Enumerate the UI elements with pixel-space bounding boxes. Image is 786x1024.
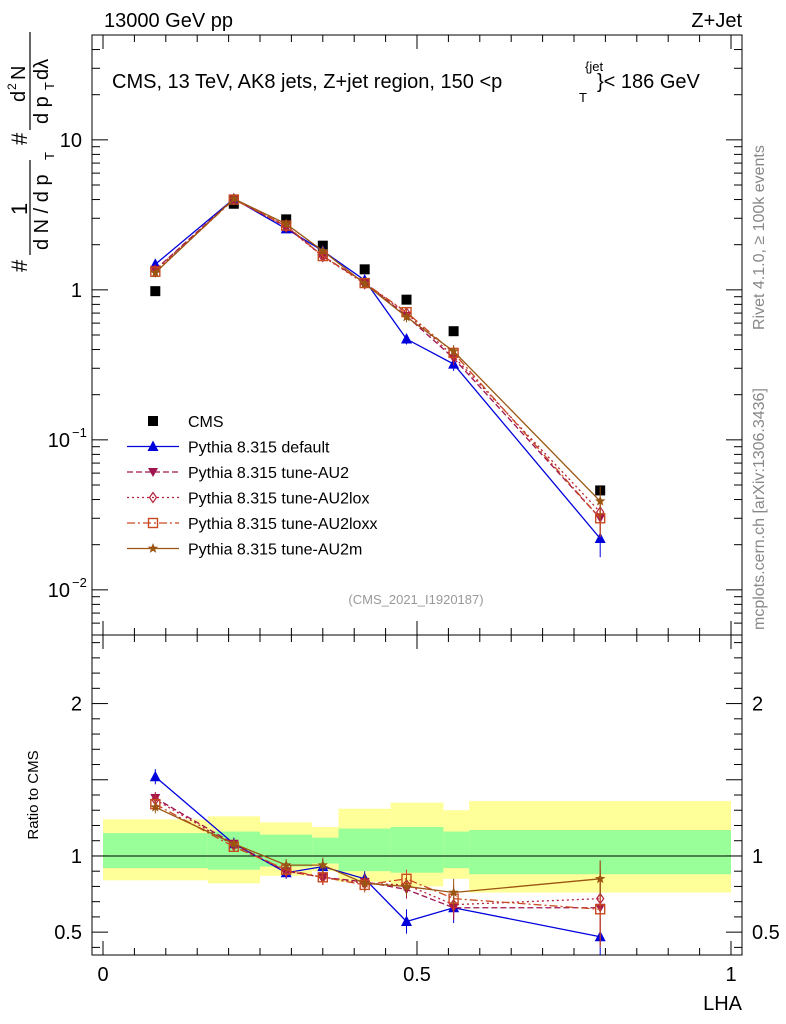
- header-left: 13000 GeV pp: [104, 10, 233, 32]
- ratio-point: [595, 873, 606, 884]
- ratio-line: [154, 797, 601, 909]
- data-point: [401, 294, 412, 305]
- header-right: Z+Jet: [691, 10, 742, 32]
- data-point: [401, 333, 413, 344]
- legend: CMS Pythia 8.315 default Pythia 8.315 tune…: [127, 414, 377, 559]
- y-tick-label: 10: [60, 130, 82, 152]
- ratio-point: [149, 770, 161, 782]
- title-main: CMS, 13 TeV, AK8 jets, Z+jet region, 150…: [112, 71, 502, 93]
- ylabel-sub2: T: [42, 82, 57, 90]
- data-point: [595, 495, 606, 506]
- legend-label: Pythia 8.315 tune-AU2lox: [188, 491, 369, 508]
- main-ylabel: # 1 d N / d p T # d 2 N d p T dλ: [5, 32, 57, 272]
- rivet-label: Rivet 4.1.0, ≥ 100k events: [751, 145, 768, 330]
- ratio-point: [448, 887, 459, 897]
- legend-marker: [148, 491, 158, 504]
- data-point: [594, 532, 606, 543]
- ylabel-num2: d: [8, 91, 30, 102]
- legend-label: Pythia 8.315 tune-AU2: [188, 465, 349, 482]
- ylabel-den2-tail: dλ: [31, 59, 53, 80]
- legend-label: Pythia 8.315 default: [188, 440, 330, 457]
- ratio-frame: [91, 634, 743, 956]
- title-sub: T: [579, 90, 587, 105]
- data-point: [448, 326, 459, 337]
- title-close: }< 186 GeV: [597, 71, 701, 93]
- band-green: [338, 828, 391, 872]
- legend-label: Pythia 8.315 tune-AU2m: [188, 542, 362, 559]
- legend-marker: [147, 440, 159, 451]
- ylabel-hash: #: [7, 259, 32, 272]
- y-tick-exp: −2: [72, 575, 87, 590]
- legend-marker: [147, 543, 159, 553]
- series-line: [154, 198, 601, 519]
- band-green: [390, 827, 444, 873]
- watermark: (CMS_2021_I1920187): [348, 592, 483, 607]
- ylabel-num1: 1: [7, 203, 32, 215]
- data-point: [228, 193, 239, 204]
- x-tick-label: 1: [725, 964, 736, 986]
- data-point: [359, 278, 370, 289]
- ratio-y-tick-label-right: 0.5: [752, 922, 780, 944]
- ylabel-num2-sup: 2: [5, 83, 19, 90]
- band-green: [443, 831, 470, 869]
- series-2: [150, 194, 606, 538]
- chart-title: CMS, 13 TeV, AK8 jets, Z+jet region, 150…: [112, 59, 701, 105]
- mcplots-label: mcplots.cern.ch [arXiv:1306.3436]: [751, 388, 768, 630]
- series-4: [150, 194, 606, 538]
- ratio-point: [150, 801, 161, 812]
- data-point: [317, 245, 328, 256]
- ratio-plot: 0 0.5 1 0.5 0.5 1 1 2 2: [54, 634, 780, 986]
- ylabel-den1: d N / d p: [31, 174, 53, 250]
- series-line: [154, 197, 601, 502]
- ratio-y-tick-label-right: 2: [752, 694, 763, 716]
- x-tick-label: 0.5: [403, 964, 431, 986]
- title-sup: {jet: [585, 59, 603, 74]
- ratio-point: [401, 915, 413, 926]
- data-point: [150, 286, 161, 297]
- data-point: [281, 218, 292, 229]
- band-green: [312, 837, 339, 864]
- ratio-series-4: [150, 801, 606, 907]
- y-tick-exp: −1: [72, 425, 87, 440]
- ylabel-den2: d p: [31, 96, 53, 124]
- ratio-line: [155, 803, 601, 910]
- legend-label: CMS: [188, 414, 224, 431]
- ratio-y-tick-label: 2: [71, 694, 82, 716]
- ylabel-num2-rest: N: [8, 66, 30, 80]
- y-tick-label: 1: [71, 280, 82, 302]
- ratio-point: [281, 859, 292, 870]
- legend-marker: [147, 517, 159, 529]
- y-tick-label: 10: [48, 430, 70, 452]
- series-line: [154, 197, 601, 539]
- ratio-y-tick-label: 1: [71, 846, 82, 868]
- data-point: [401, 311, 412, 322]
- ratio-point: [317, 859, 328, 870]
- legend-marker: [148, 416, 158, 426]
- ratio-line: [154, 799, 601, 906]
- band-green: [103, 833, 208, 869]
- legend-marker: [148, 468, 158, 477]
- data-point: [448, 345, 459, 356]
- ratio-point: [401, 880, 412, 891]
- ratio-point: [228, 838, 239, 849]
- ratio-y-tick-label-right: 1: [752, 846, 763, 868]
- x-tick-label: 0: [97, 964, 108, 986]
- ylabel-sub1: T: [42, 152, 57, 160]
- x-axis-label: LHA: [703, 993, 743, 1015]
- ratio-point: [359, 877, 370, 888]
- legend-label: Pythia 8.315 tune-AU2loxx: [188, 516, 377, 533]
- ratio-y-tick-label: 0.5: [54, 922, 82, 944]
- data-point: [150, 267, 161, 278]
- series-line: [154, 197, 601, 519]
- ylabel-hash2: #: [7, 132, 32, 145]
- ratio-point: [317, 872, 328, 883]
- ratio-ylabel: Ratio to CMS: [25, 750, 42, 839]
- y-tick-label: 10: [48, 580, 70, 602]
- ratio-point: [594, 904, 606, 915]
- ratio-line: [155, 806, 601, 894]
- data-point: [359, 264, 370, 275]
- series-5: [150, 193, 606, 520]
